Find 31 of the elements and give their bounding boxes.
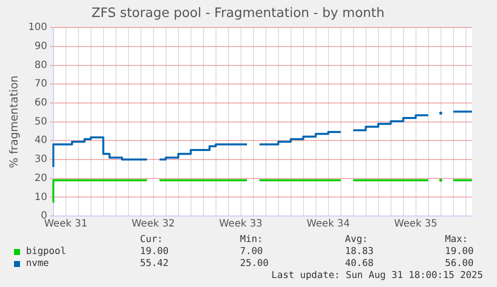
y-tick-label: 90 <box>34 41 48 52</box>
text: 7.00 <box>240 246 263 257</box>
text: 40.68 <box>345 258 374 269</box>
x-tick-label: Week 32 <box>132 218 175 230</box>
text: 19.00 <box>140 246 169 257</box>
x-tick-label: Week 33 <box>219 218 262 230</box>
y-tick-label: 50 <box>34 116 48 128</box>
y-axis-title: % fragmentation <box>7 75 20 168</box>
text: 19.00 <box>445 246 474 257</box>
y-tick-label: 80 <box>34 60 48 71</box>
x-tick-label: Week 35 <box>394 218 438 230</box>
text: Max: <box>445 234 468 245</box>
text: Avg: <box>345 234 368 245</box>
text: 56.00 <box>445 258 474 269</box>
legend-label: bigpool <box>26 246 66 257</box>
text: Min: <box>240 234 263 245</box>
y-tick-label: 100 <box>28 22 48 34</box>
text: 25.00 <box>240 258 269 269</box>
y-tick-label: 60 <box>34 98 48 109</box>
text: Last update: Sun Aug 31 18:00:15 2025 <box>271 270 483 281</box>
legend-label: nvme <box>26 258 49 269</box>
chart-title: ZFS storage pool - Fragmentation - by month <box>92 6 384 22</box>
y-tick-label: 10 <box>34 192 48 203</box>
text: Cur: <box>140 234 163 245</box>
y-tick-label: 40 <box>34 135 48 146</box>
y-tick-label: 70 <box>34 78 48 90</box>
x-tick-label: Week 34 <box>306 218 350 230</box>
y-tick-label: 30 <box>34 154 48 166</box>
y-tick-label: 20 <box>34 172 48 184</box>
text: 55.42 <box>140 258 169 269</box>
text: 18.83 <box>345 246 374 257</box>
